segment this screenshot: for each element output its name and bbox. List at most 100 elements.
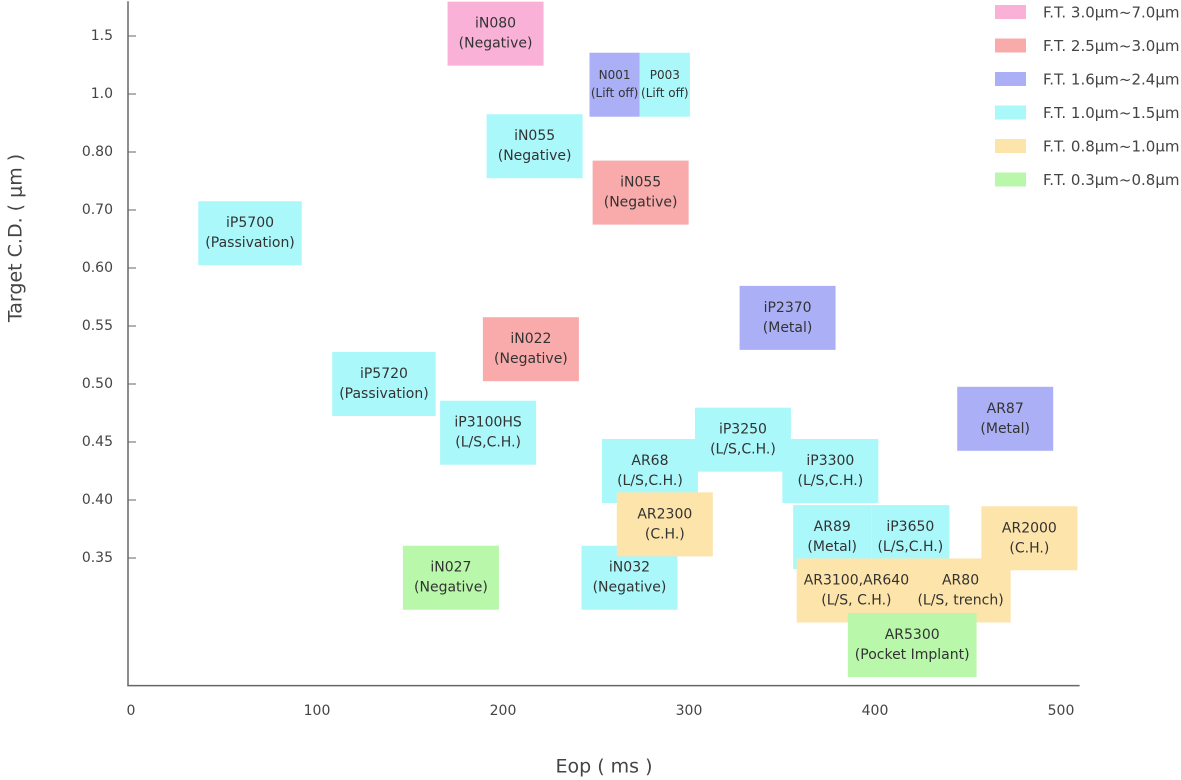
label-box: AR68 (L/S,C.H.) xyxy=(601,439,698,503)
y-tick-label: 0.55 xyxy=(82,318,113,334)
box-label: AR80 xyxy=(942,572,979,588)
box-label: AR3100,AR640 xyxy=(804,572,909,588)
box xyxy=(589,52,640,117)
box-label: AR2000 xyxy=(1002,520,1057,536)
box xyxy=(871,505,950,570)
legend-swatch xyxy=(995,38,1026,53)
box-label: (L/S,C.H.) xyxy=(877,539,943,555)
label-box: iP2370 (Metal) xyxy=(739,285,836,350)
box-label: (Negative) xyxy=(414,580,488,596)
box xyxy=(616,492,713,557)
box-label: (Pocket Implant) xyxy=(855,647,970,663)
box-label: iP5720 xyxy=(360,366,408,382)
box xyxy=(694,407,791,472)
label-box: iP3300 (L/S,C.H.) xyxy=(782,439,879,503)
box-label: iN032 xyxy=(609,560,650,576)
box xyxy=(581,545,678,610)
y-tick-label: 0.45 xyxy=(82,434,113,450)
box xyxy=(793,505,872,570)
box-label: iN055 xyxy=(620,175,661,191)
label-box: iP3100HS (L/S,C.H.) xyxy=(440,400,537,465)
x-tick-label: 100 xyxy=(304,703,331,719)
box-label: (Negative) xyxy=(459,36,533,52)
box-label: iN027 xyxy=(430,560,471,576)
box-label: (Negative) xyxy=(498,148,572,164)
x-tick-label: 500 xyxy=(1048,703,1075,719)
box-label: iP3250 xyxy=(719,422,767,438)
x-axis-title: Eop ( ms ) xyxy=(555,756,652,778)
box-label: iN055 xyxy=(514,128,555,144)
box-label: (Passivation) xyxy=(205,235,294,251)
box xyxy=(739,285,836,350)
box-label: (Lift off) xyxy=(591,86,639,100)
label-box: iN022 (Negative) xyxy=(482,317,579,382)
box-label: iP3650 xyxy=(886,519,934,535)
legend-label: F.T. 3.0μm~7.0μm xyxy=(1043,4,1180,22)
box xyxy=(847,613,977,677)
box-label: AR89 xyxy=(814,519,851,535)
box-label: (L/S, trench) xyxy=(917,592,1003,608)
box-label: (Metal) xyxy=(980,421,1030,437)
label-box: iP3250 (L/S,C.H.) xyxy=(694,407,791,472)
box xyxy=(796,558,917,623)
legend-swatch xyxy=(995,5,1026,19)
box-label: (Metal) xyxy=(763,320,813,336)
legend-swatch xyxy=(995,139,1026,153)
box-label: (L/S,C.H.) xyxy=(455,435,521,451)
legend-label: F.T. 1.0μm~1.5μm xyxy=(1043,104,1180,122)
box-label: (C.H.) xyxy=(645,526,685,542)
y-axis-title: Target C.D. ( μm ) xyxy=(5,154,27,323)
box-label: (C.H.) xyxy=(1009,540,1049,556)
box-label: AR87 xyxy=(987,401,1024,417)
box xyxy=(332,352,436,416)
box-label: iN080 xyxy=(475,16,516,32)
box-label: P003 xyxy=(650,68,680,82)
label-box: P003 (Lift off) xyxy=(639,52,690,117)
label-box: AR5300 (Pocket Implant) xyxy=(847,613,977,677)
label-box: AR3100,AR640 (L/S, C.H.) xyxy=(796,558,917,623)
box-label: iN022 xyxy=(510,331,551,347)
legend-label: F.T. 2.5μm~3.0μm xyxy=(1043,37,1180,55)
box-label: (Passivation) xyxy=(339,386,428,402)
label-box: iP3650 (L/S,C.H.) xyxy=(871,505,950,570)
x-tick-label: 300 xyxy=(676,703,703,719)
y-tick-label: 0.70 xyxy=(82,202,113,218)
label-box: iN080 (Negative) xyxy=(447,1,544,66)
x-tick-label: 200 xyxy=(490,703,517,719)
box-label: iP3100HS xyxy=(454,415,521,431)
box xyxy=(482,317,579,382)
y-tick-label: 0.80 xyxy=(82,144,113,160)
box-label: (L/S, C.H.) xyxy=(821,592,891,608)
legend-swatch xyxy=(995,105,1026,120)
box xyxy=(639,52,690,117)
box-label: iP3300 xyxy=(806,453,854,469)
box-label: AR2300 xyxy=(637,506,692,522)
label-box: iN055 (Negative) xyxy=(592,160,689,225)
box xyxy=(782,439,879,503)
label-box: iN032 (Negative) xyxy=(581,545,678,610)
legend-swatch xyxy=(995,172,1026,187)
y-tick-label: 1.0 xyxy=(91,86,113,102)
box xyxy=(910,558,1011,623)
box-label: AR5300 xyxy=(885,627,940,643)
box-label: iP2370 xyxy=(764,300,812,316)
y-tick-label: 0.35 xyxy=(82,550,113,566)
box-label: (Negative) xyxy=(604,195,678,211)
x-tick-label: 400 xyxy=(862,703,889,719)
label-box: AR87 (Metal) xyxy=(957,386,1054,451)
label-box: iP5720 (Passivation) xyxy=(332,352,436,416)
box xyxy=(601,439,698,503)
box-label: iP5700 xyxy=(226,215,274,231)
box-label: (Lift off) xyxy=(641,86,689,100)
label-box: AR2300 (C.H.) xyxy=(616,492,713,557)
box-label: (Metal) xyxy=(807,539,857,555)
x-tick-label: 0 xyxy=(127,703,136,719)
box-label: (Negative) xyxy=(593,580,667,596)
y-tick-label: 0.50 xyxy=(82,376,113,392)
box-label: (L/S,C.H.) xyxy=(710,442,776,458)
box-label: (L/S,C.H.) xyxy=(617,473,683,489)
box xyxy=(198,201,302,266)
label-box: AR80 (L/S, trench) xyxy=(910,558,1011,623)
box xyxy=(486,114,583,179)
